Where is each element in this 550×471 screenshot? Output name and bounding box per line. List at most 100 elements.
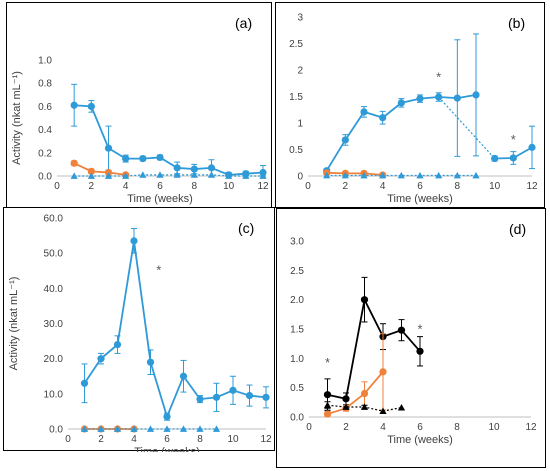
x-axis-label: Time (weeks) bbox=[127, 193, 193, 205]
data-point bbox=[341, 136, 349, 144]
data-point bbox=[207, 164, 216, 172]
data-point bbox=[87, 167, 95, 175]
y-tick-label: 0 bbox=[297, 172, 303, 183]
chart-panel-c: 0 2 4 6 8 10 12 0.0 10.0 20.0 30.0 40.0 50.0 60.0 Time… bbox=[3, 207, 275, 453]
panel-label: (b) bbox=[508, 15, 525, 31]
data-point bbox=[323, 401, 332, 409]
x-tick-label: 12 bbox=[526, 181, 538, 192]
y-tick-label: 2.5 bbox=[289, 39, 303, 50]
data-point bbox=[97, 425, 105, 432]
data-point bbox=[207, 171, 216, 178]
data-point bbox=[360, 108, 368, 116]
data-point bbox=[397, 99, 405, 107]
data-point bbox=[229, 386, 237, 394]
data-point bbox=[379, 407, 387, 415]
chart-panel-b: 0 2 4 6 8 10 12 0 0.5 1 1.5 2 2.5 3 Time (weeks) (b) * * bbox=[275, 2, 545, 208]
data-point bbox=[190, 165, 198, 173]
y-tick-label: 0.6 bbox=[38, 102, 52, 113]
y-tick-label: 60.0 bbox=[44, 214, 64, 225]
data-point bbox=[379, 171, 387, 179]
y-tick-label: 30.0 bbox=[44, 319, 64, 330]
y-tick-label: 0.5 bbox=[290, 383, 304, 394]
data-point bbox=[435, 93, 443, 101]
data-point bbox=[122, 155, 130, 163]
series-line bbox=[438, 96, 496, 159]
data-point bbox=[397, 404, 406, 411]
x-tick-label: 2 bbox=[343, 181, 349, 192]
x-tick-label: 6 bbox=[417, 422, 423, 433]
significance-marker: * bbox=[417, 322, 422, 337]
data-point bbox=[397, 326, 406, 334]
data-point bbox=[491, 154, 499, 163]
data-point bbox=[156, 171, 164, 178]
data-point bbox=[379, 114, 387, 122]
data-point bbox=[70, 172, 78, 179]
significance-marker: * bbox=[156, 262, 161, 277]
y-tick-label: 2.0 bbox=[290, 295, 304, 306]
significance-marker: * bbox=[511, 132, 516, 147]
data-point bbox=[70, 159, 78, 167]
chart-svg-b: 0 2 4 6 8 10 12 0 0.5 1 1.5 2 2.5 3 Time (weeks) (b) * * bbox=[289, 13, 538, 206]
data-point bbox=[259, 172, 267, 179]
data-point bbox=[173, 171, 181, 178]
x-tick-label: 12 bbox=[525, 422, 537, 433]
significance-marker: * bbox=[325, 355, 330, 370]
x-tick-label: 0 bbox=[65, 434, 71, 445]
y-tick-label: 1.0 bbox=[290, 354, 304, 365]
x-tick-label: 10 bbox=[489, 181, 501, 192]
data-point bbox=[360, 389, 369, 398]
y-tick-label: 0.0 bbox=[290, 413, 304, 424]
panel-label: (d) bbox=[509, 221, 526, 237]
data-point bbox=[97, 355, 105, 363]
series-line bbox=[73, 162, 126, 176]
data-point bbox=[323, 391, 332, 399]
data-point bbox=[416, 95, 424, 103]
data-point bbox=[130, 425, 138, 432]
x-tick-label: 4 bbox=[380, 422, 386, 433]
y-tick-label: 1.5 bbox=[289, 92, 303, 103]
chart-svg-d: 0 2 4 6 8 10 12 0.0 0.5 1.0 1.5 2.0 2.5 3.0 Time (week… bbox=[290, 221, 537, 446]
data-point bbox=[179, 372, 188, 380]
data-point bbox=[242, 172, 250, 179]
chart-svg-a: 0 2 4 6 8 10 12 0.0 0.2 0.4 0.6 0.8 1.0 Time (weeks) A… bbox=[11, 15, 269, 205]
data-point bbox=[453, 94, 461, 102]
data-point bbox=[80, 379, 89, 387]
data-point bbox=[87, 102, 95, 110]
data-point bbox=[156, 153, 164, 162]
x-tick-label: 10 bbox=[488, 422, 500, 433]
data-point bbox=[323, 410, 332, 418]
x-tick-label: 2 bbox=[343, 422, 349, 433]
y-axis-label: Activity (nkat mL⁻¹) bbox=[11, 71, 23, 165]
significance-marker: * bbox=[436, 70, 441, 85]
y-tick-label: 3 bbox=[297, 13, 303, 24]
data-point bbox=[472, 171, 480, 179]
y-tick-label: 0.2 bbox=[38, 148, 52, 159]
x-tick-label: 10 bbox=[223, 181, 235, 192]
chart-svg-c: 0 2 4 6 8 10 12 0.0 10.0 20.0 30.0 40.0 50.0 60.0 Time… bbox=[8, 214, 272, 453]
data-point bbox=[190, 171, 198, 178]
data-point bbox=[416, 171, 424, 179]
y-tick-label: 3.0 bbox=[290, 237, 304, 248]
x-tick-label: 8 bbox=[192, 181, 198, 192]
data-point bbox=[113, 341, 122, 349]
data-point bbox=[379, 368, 387, 376]
data-point bbox=[173, 164, 181, 172]
series-line bbox=[74, 174, 263, 177]
panel-label: (a) bbox=[235, 15, 252, 31]
x-tick-label: 12 bbox=[257, 181, 269, 192]
data-point bbox=[113, 425, 122, 432]
x-tick-label: 10 bbox=[227, 434, 239, 445]
data-point bbox=[87, 172, 95, 179]
data-point bbox=[245, 391, 254, 400]
y-tick-label: 1.0 bbox=[38, 56, 52, 67]
x-tick-label: 8 bbox=[454, 422, 460, 433]
data-point bbox=[122, 172, 130, 179]
data-point bbox=[146, 425, 155, 432]
data-point bbox=[196, 425, 204, 432]
x-tick-label: 6 bbox=[417, 181, 423, 192]
data-point bbox=[472, 91, 480, 99]
x-tick-label: 4 bbox=[123, 181, 129, 192]
x-tick-label: 4 bbox=[131, 434, 137, 445]
x-axis-label: Time (weeks) bbox=[134, 446, 200, 452]
data-point bbox=[146, 358, 155, 366]
